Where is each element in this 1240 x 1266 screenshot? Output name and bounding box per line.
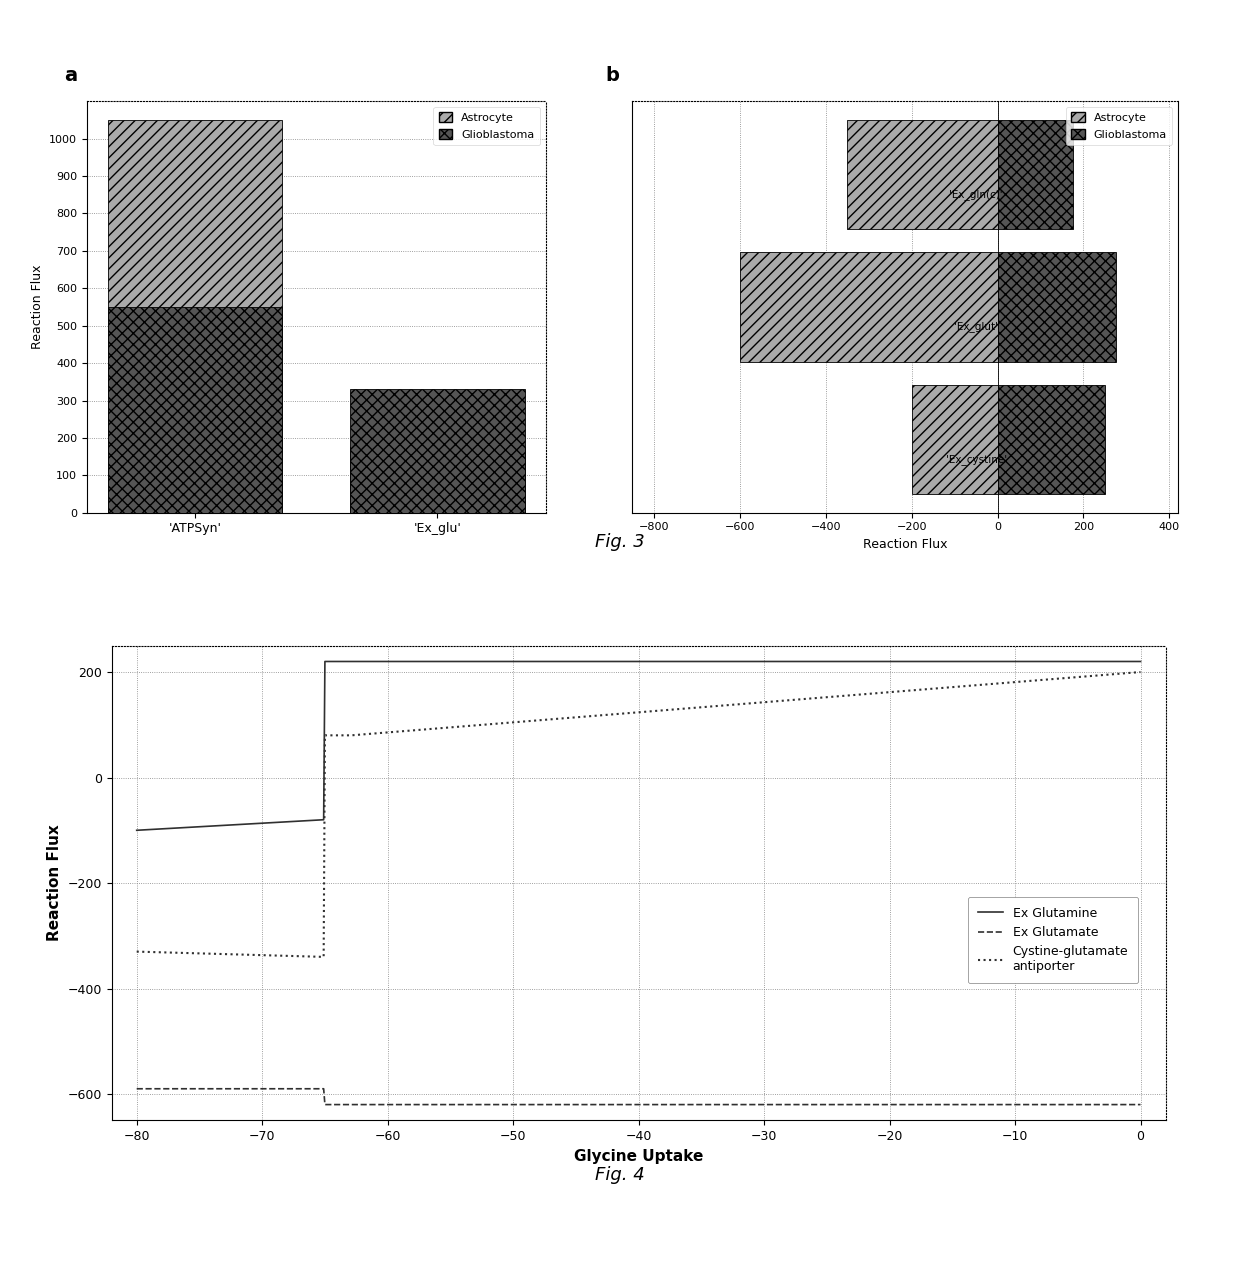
Legend: Astrocyte, Glioblastoma: Astrocyte, Glioblastoma (1066, 106, 1173, 146)
Text: Fig. 3: Fig. 3 (595, 533, 645, 551)
Y-axis label: Reaction Flux: Reaction Flux (47, 824, 62, 942)
Bar (997, 252, 1116, 362)
Ex Glutamine (317, 653, 332, 668)
Text: b: b (605, 66, 619, 85)
Cystine-glutamate
antiporter (316, 950, 331, 965)
Text: 'Ex_glut': 'Ex_glut' (954, 322, 998, 332)
Ex Glutamine (342, 653, 357, 668)
Cystine-glutamate
antiporter (317, 728, 332, 743)
Bar (997, 385, 1105, 494)
Cystine-glutamate
antiporter (129, 944, 144, 960)
Legend: Astrocyte, Glioblastoma: Astrocyte, Glioblastoma (434, 106, 541, 146)
Bar (997, 120, 1073, 229)
Legend: Ex Glutamine, Ex Glutamate, Cystine-glutamate
antiporter: Ex Glutamine, Ex Glutamate, Cystine-glut… (967, 896, 1138, 984)
Text: 'Ex_gln(c)': 'Ex_gln(c)' (950, 189, 1003, 200)
Text: a: a (64, 66, 77, 85)
Line: Cystine-glutamate
antiporter: Cystine-glutamate antiporter (136, 672, 1141, 957)
Ex Glutamine (129, 823, 144, 838)
Ex Glutamate (342, 1096, 357, 1112)
Ex Glutamate (343, 1096, 358, 1112)
Line: Ex Glutamine: Ex Glutamine (136, 661, 1141, 830)
Ex Glutamine (343, 653, 358, 668)
Bar (108, 308, 283, 513)
Y-axis label: Reaction Flux: Reaction Flux (31, 265, 43, 349)
Line: Ex Glutamate: Ex Glutamate (136, 1089, 1141, 1104)
Ex Glutamine (316, 813, 331, 828)
Cystine-glutamate
antiporter (342, 728, 357, 743)
Cystine-glutamate
antiporter (1133, 665, 1148, 680)
Ex Glutamine (1133, 653, 1148, 668)
Bar (108, 120, 283, 513)
Bar (350, 390, 525, 513)
Text: Fig. 4: Fig. 4 (595, 1166, 645, 1184)
Text: 'Ex_cystine': 'Ex_cystine' (946, 453, 1007, 465)
Bar (350, 447, 525, 513)
Bar (847, 120, 997, 229)
X-axis label: Reaction Flux: Reaction Flux (863, 538, 947, 551)
Bar (740, 252, 997, 362)
Bar (911, 385, 997, 494)
Ex Glutamate (1133, 1096, 1148, 1112)
X-axis label: Glycine Uptake: Glycine Uptake (574, 1148, 703, 1163)
Ex Glutamate (316, 1081, 331, 1096)
Ex Glutamate (129, 1081, 144, 1096)
Ex Glutamate (317, 1096, 332, 1112)
Cystine-glutamate
antiporter (343, 728, 358, 743)
